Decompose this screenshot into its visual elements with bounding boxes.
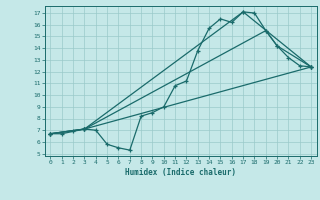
X-axis label: Humidex (Indice chaleur): Humidex (Indice chaleur) (125, 168, 236, 177)
